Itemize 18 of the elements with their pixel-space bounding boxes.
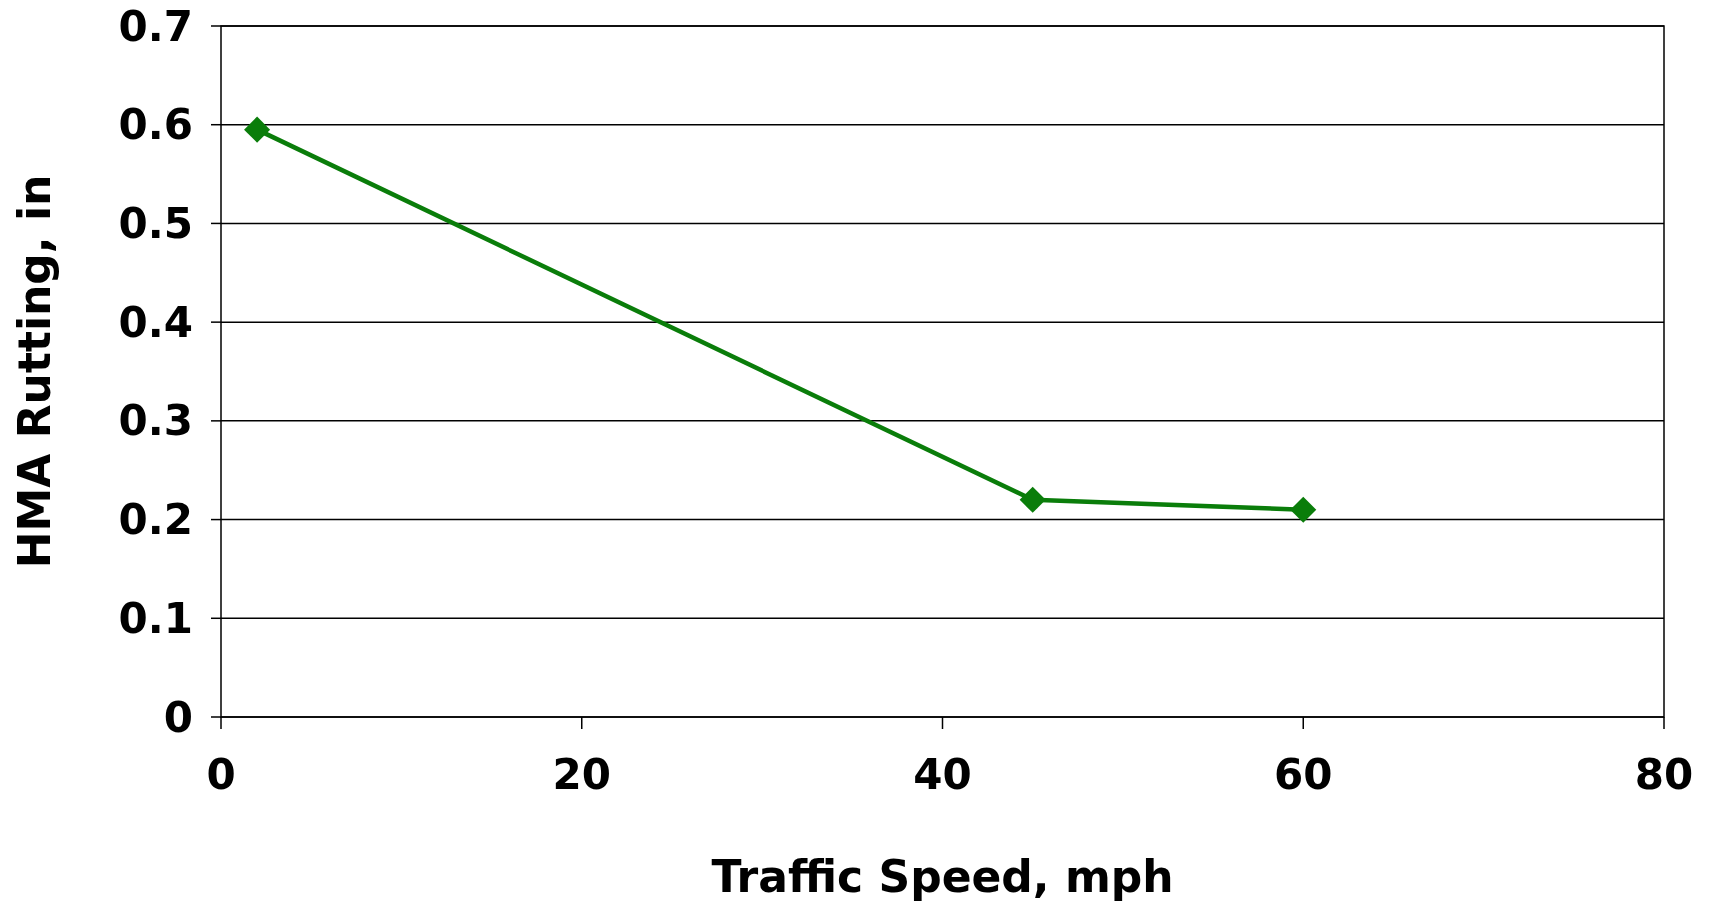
y-tick-label: 0.4 [118,297,193,347]
x-axis-title: Traffic Speed, mph [711,851,1174,902]
x-tick-label: 0 [206,750,236,799]
y-axis-title: HMA Rutting, in [9,174,60,569]
y-tick-label: 0.2 [118,495,193,545]
x-tick-label: 80 [1634,750,1694,799]
x-tick-label: 40 [913,750,972,799]
point [244,116,271,143]
y-tick-label: 0 [163,692,193,742]
x-tick-label: 20 [552,750,611,799]
y-tick-label: 0.6 [118,100,193,150]
x-tick-label: 60 [1274,750,1333,799]
y-tick-label: 0.5 [118,198,193,248]
y-tick-label: 0.1 [118,593,193,643]
point [1290,496,1317,523]
y-tick-label: 0.3 [118,396,193,446]
point [1019,486,1046,513]
y-tick-label: 0.7 [118,1,193,51]
